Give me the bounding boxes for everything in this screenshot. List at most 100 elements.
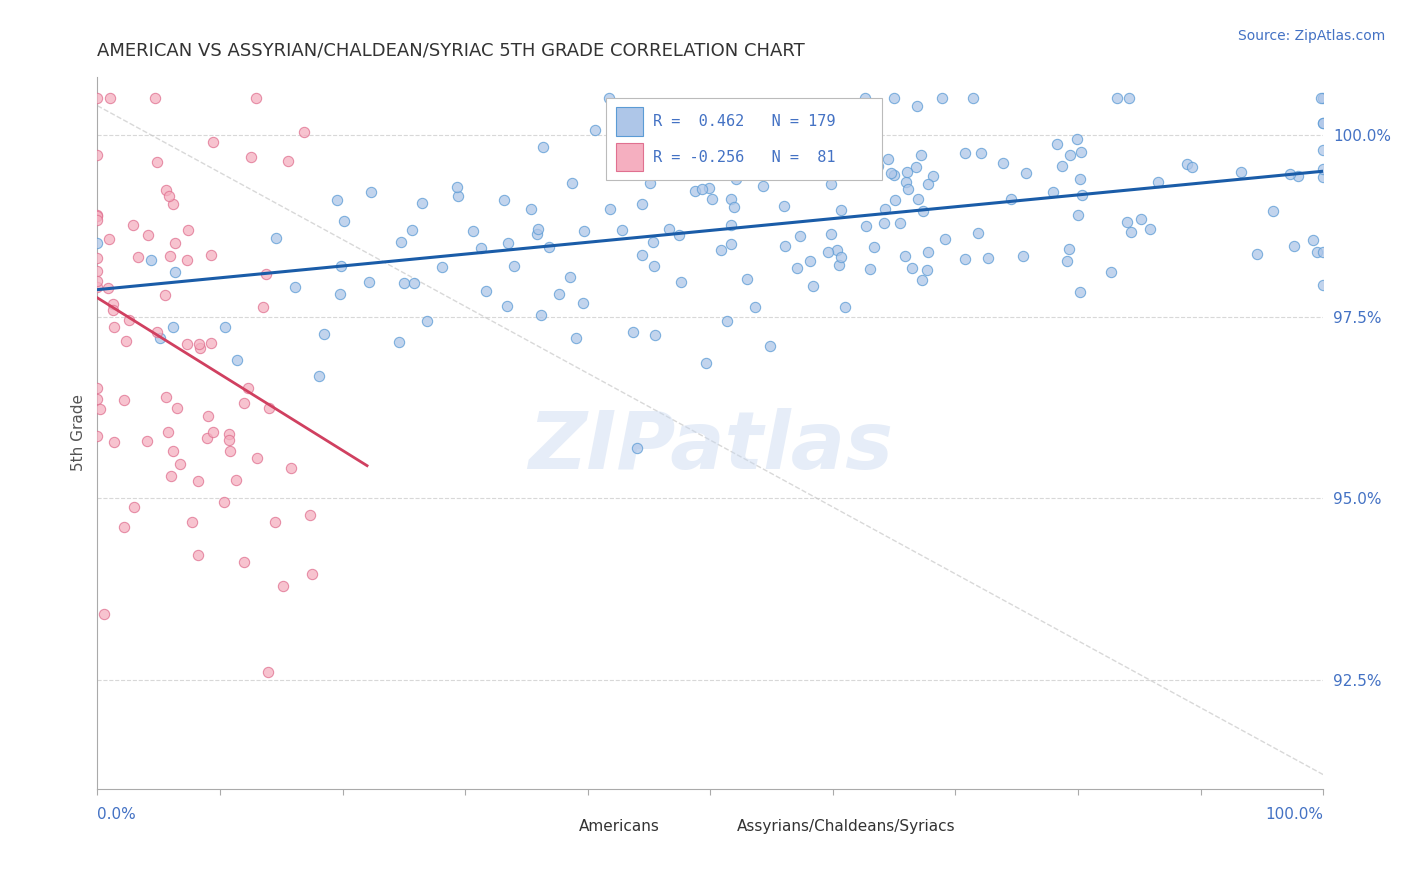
Point: [135, 434, 157, 449]
Point: [1129, 211, 1152, 226]
Point: [1052, 159, 1074, 173]
Point: [112, 520, 135, 534]
Point: [720, 192, 742, 206]
Point: [86, 91, 108, 105]
Point: [866, 159, 889, 173]
Point: [638, 176, 661, 190]
Point: [858, 261, 880, 276]
Point: [772, 199, 794, 213]
Point: [817, 244, 839, 259]
Point: [195, 431, 218, 445]
Point: [263, 515, 285, 529]
Point: [1306, 244, 1329, 259]
Point: [86, 208, 108, 222]
Point: [159, 249, 181, 263]
Point: [1000, 192, 1022, 206]
Point: [953, 145, 976, 160]
Point: [394, 277, 416, 291]
Point: [1059, 148, 1081, 162]
Point: [883, 169, 905, 183]
Point: [1070, 145, 1092, 160]
Point: [862, 240, 884, 254]
Point: [610, 152, 633, 166]
Point: [271, 579, 294, 593]
Point: [744, 300, 766, 314]
Point: [1118, 91, 1140, 105]
Point: [447, 189, 470, 203]
Point: [1261, 204, 1284, 219]
Point: [643, 260, 665, 274]
Point: [298, 508, 321, 523]
Point: [1312, 161, 1334, 176]
Point: [526, 227, 548, 241]
Point: [883, 91, 905, 105]
Point: [565, 331, 588, 345]
Text: Source: ZipAtlas.com: Source: ZipAtlas.com: [1237, 29, 1385, 43]
Point: [233, 396, 256, 410]
Point: [1105, 91, 1128, 105]
Point: [695, 356, 717, 370]
Point: [894, 249, 917, 263]
Point: [911, 273, 934, 287]
Point: [830, 250, 852, 264]
Point: [1011, 248, 1033, 262]
Point: [308, 368, 330, 383]
Point: [531, 139, 554, 153]
Point: [86, 381, 108, 395]
Point: [200, 335, 222, 350]
Point: [1042, 185, 1064, 199]
Point: [699, 144, 721, 158]
Point: [214, 320, 236, 334]
Point: [252, 300, 274, 314]
Point: [86, 392, 108, 406]
Point: [239, 150, 262, 164]
Text: Americans: Americans: [579, 819, 659, 834]
Point: [301, 566, 323, 581]
Point: [463, 224, 485, 238]
Point: [612, 223, 634, 237]
Point: [1312, 91, 1334, 105]
Point: [1139, 222, 1161, 236]
Point: [772, 122, 794, 136]
Point: [166, 401, 188, 416]
Point: [530, 308, 553, 322]
Point: [644, 328, 666, 343]
Point: [127, 251, 149, 265]
Point: [284, 280, 307, 294]
Point: [1066, 132, 1088, 146]
Bar: [616, 143, 643, 171]
Point: [187, 474, 209, 488]
Point: [1286, 169, 1309, 184]
Point: [716, 314, 738, 328]
Point: [188, 337, 211, 351]
Point: [143, 91, 166, 105]
Point: [257, 665, 280, 679]
Point: [631, 248, 654, 262]
FancyBboxPatch shape: [606, 98, 882, 180]
Point: [97, 280, 120, 294]
Point: [112, 392, 135, 407]
Point: [801, 279, 824, 293]
Point: [599, 202, 621, 216]
Point: [149, 331, 172, 345]
Point: [626, 442, 648, 456]
Point: [751, 179, 773, 194]
Point: [759, 339, 782, 353]
Point: [1015, 166, 1038, 180]
Point: [1046, 137, 1069, 152]
Point: [474, 284, 496, 298]
Point: [329, 287, 352, 301]
Point: [931, 91, 953, 105]
Point: [621, 325, 644, 339]
Point: [720, 237, 742, 252]
Bar: [703, 815, 730, 837]
Point: [1310, 91, 1333, 105]
Point: [558, 269, 581, 284]
Point: [1302, 233, 1324, 247]
Point: [292, 125, 315, 139]
Point: [200, 248, 222, 262]
Point: [360, 185, 382, 199]
Point: [820, 227, 842, 241]
Text: Assyrians/Chaldeans/Syriacs: Assyrians/Chaldeans/Syriacs: [737, 819, 956, 834]
Point: [86, 280, 108, 294]
